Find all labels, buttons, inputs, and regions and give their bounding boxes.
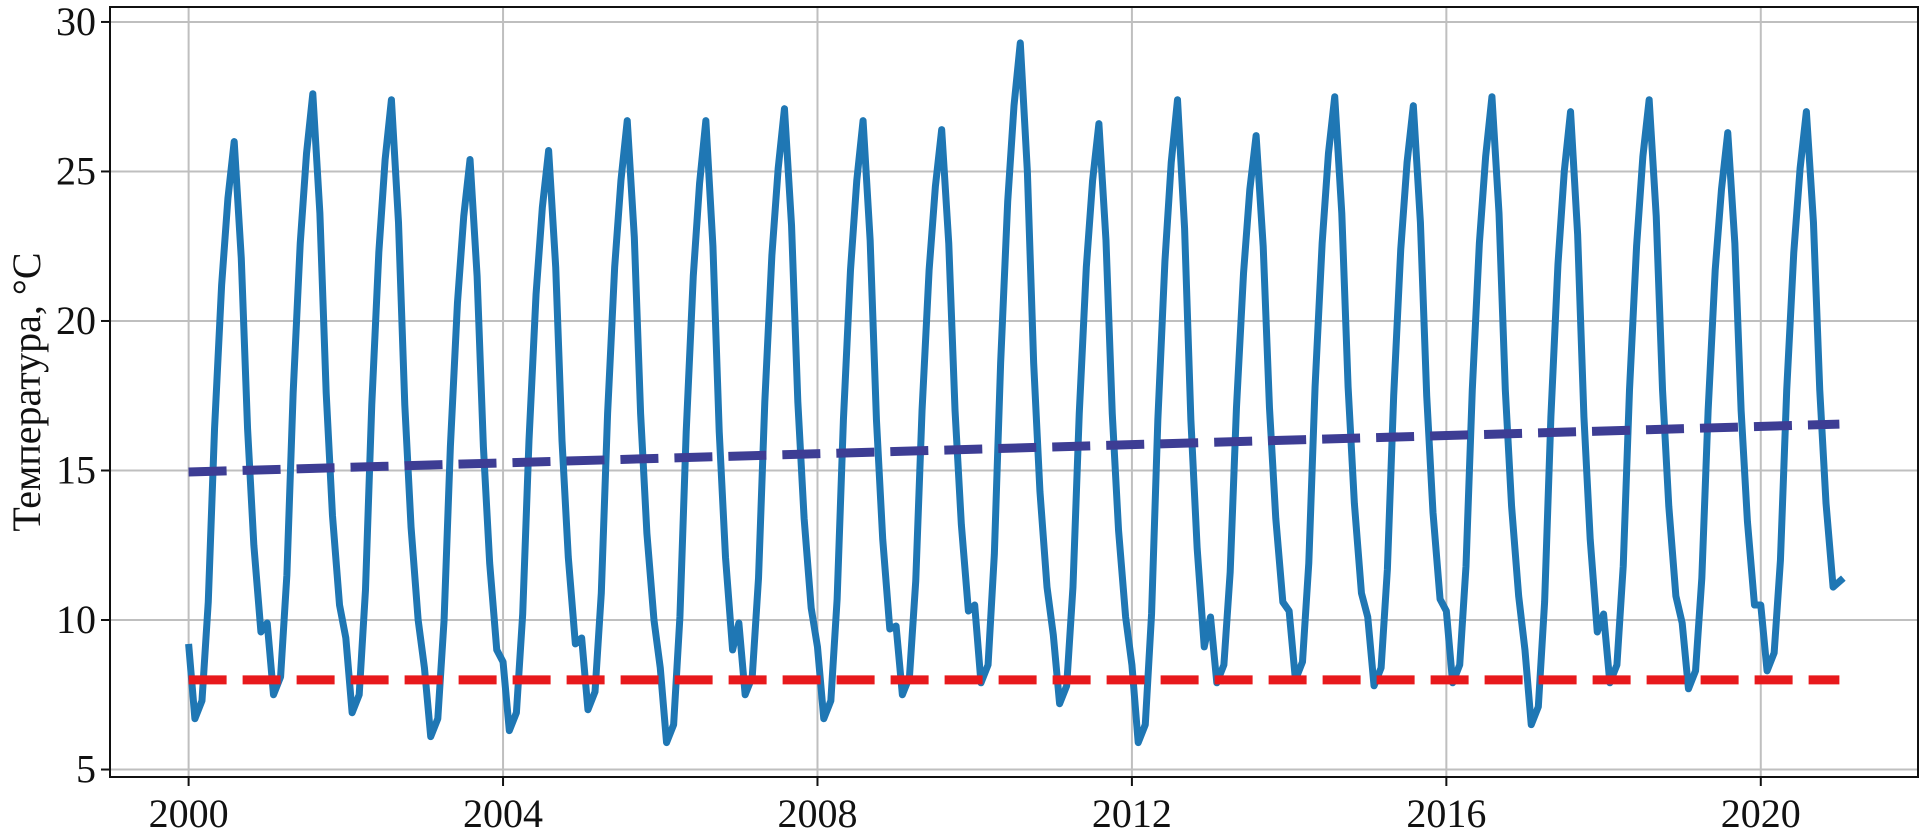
y-tick-label: 5 (76, 747, 96, 792)
y-tick-label: 15 (56, 447, 96, 492)
y-tick-label: 25 (56, 148, 96, 193)
x-tick-label: 2000 (149, 791, 229, 836)
x-tick-label: 2008 (777, 791, 857, 836)
x-tick-label: 2012 (1092, 791, 1172, 836)
y-tick-label: 30 (56, 0, 96, 44)
y-axis-label: Температура, °C (4, 252, 49, 531)
y-tick-label: 20 (56, 298, 96, 343)
plot-frame (109, 6, 1919, 778)
dashed-line (188, 419, 1840, 477)
y-tick-label: 10 (56, 597, 96, 642)
x-tick-label: 2020 (1721, 791, 1801, 836)
series-line (185, 39, 1846, 747)
x-tick-label: 2004 (463, 791, 543, 836)
x-tick-label: 2016 (1406, 791, 1486, 836)
